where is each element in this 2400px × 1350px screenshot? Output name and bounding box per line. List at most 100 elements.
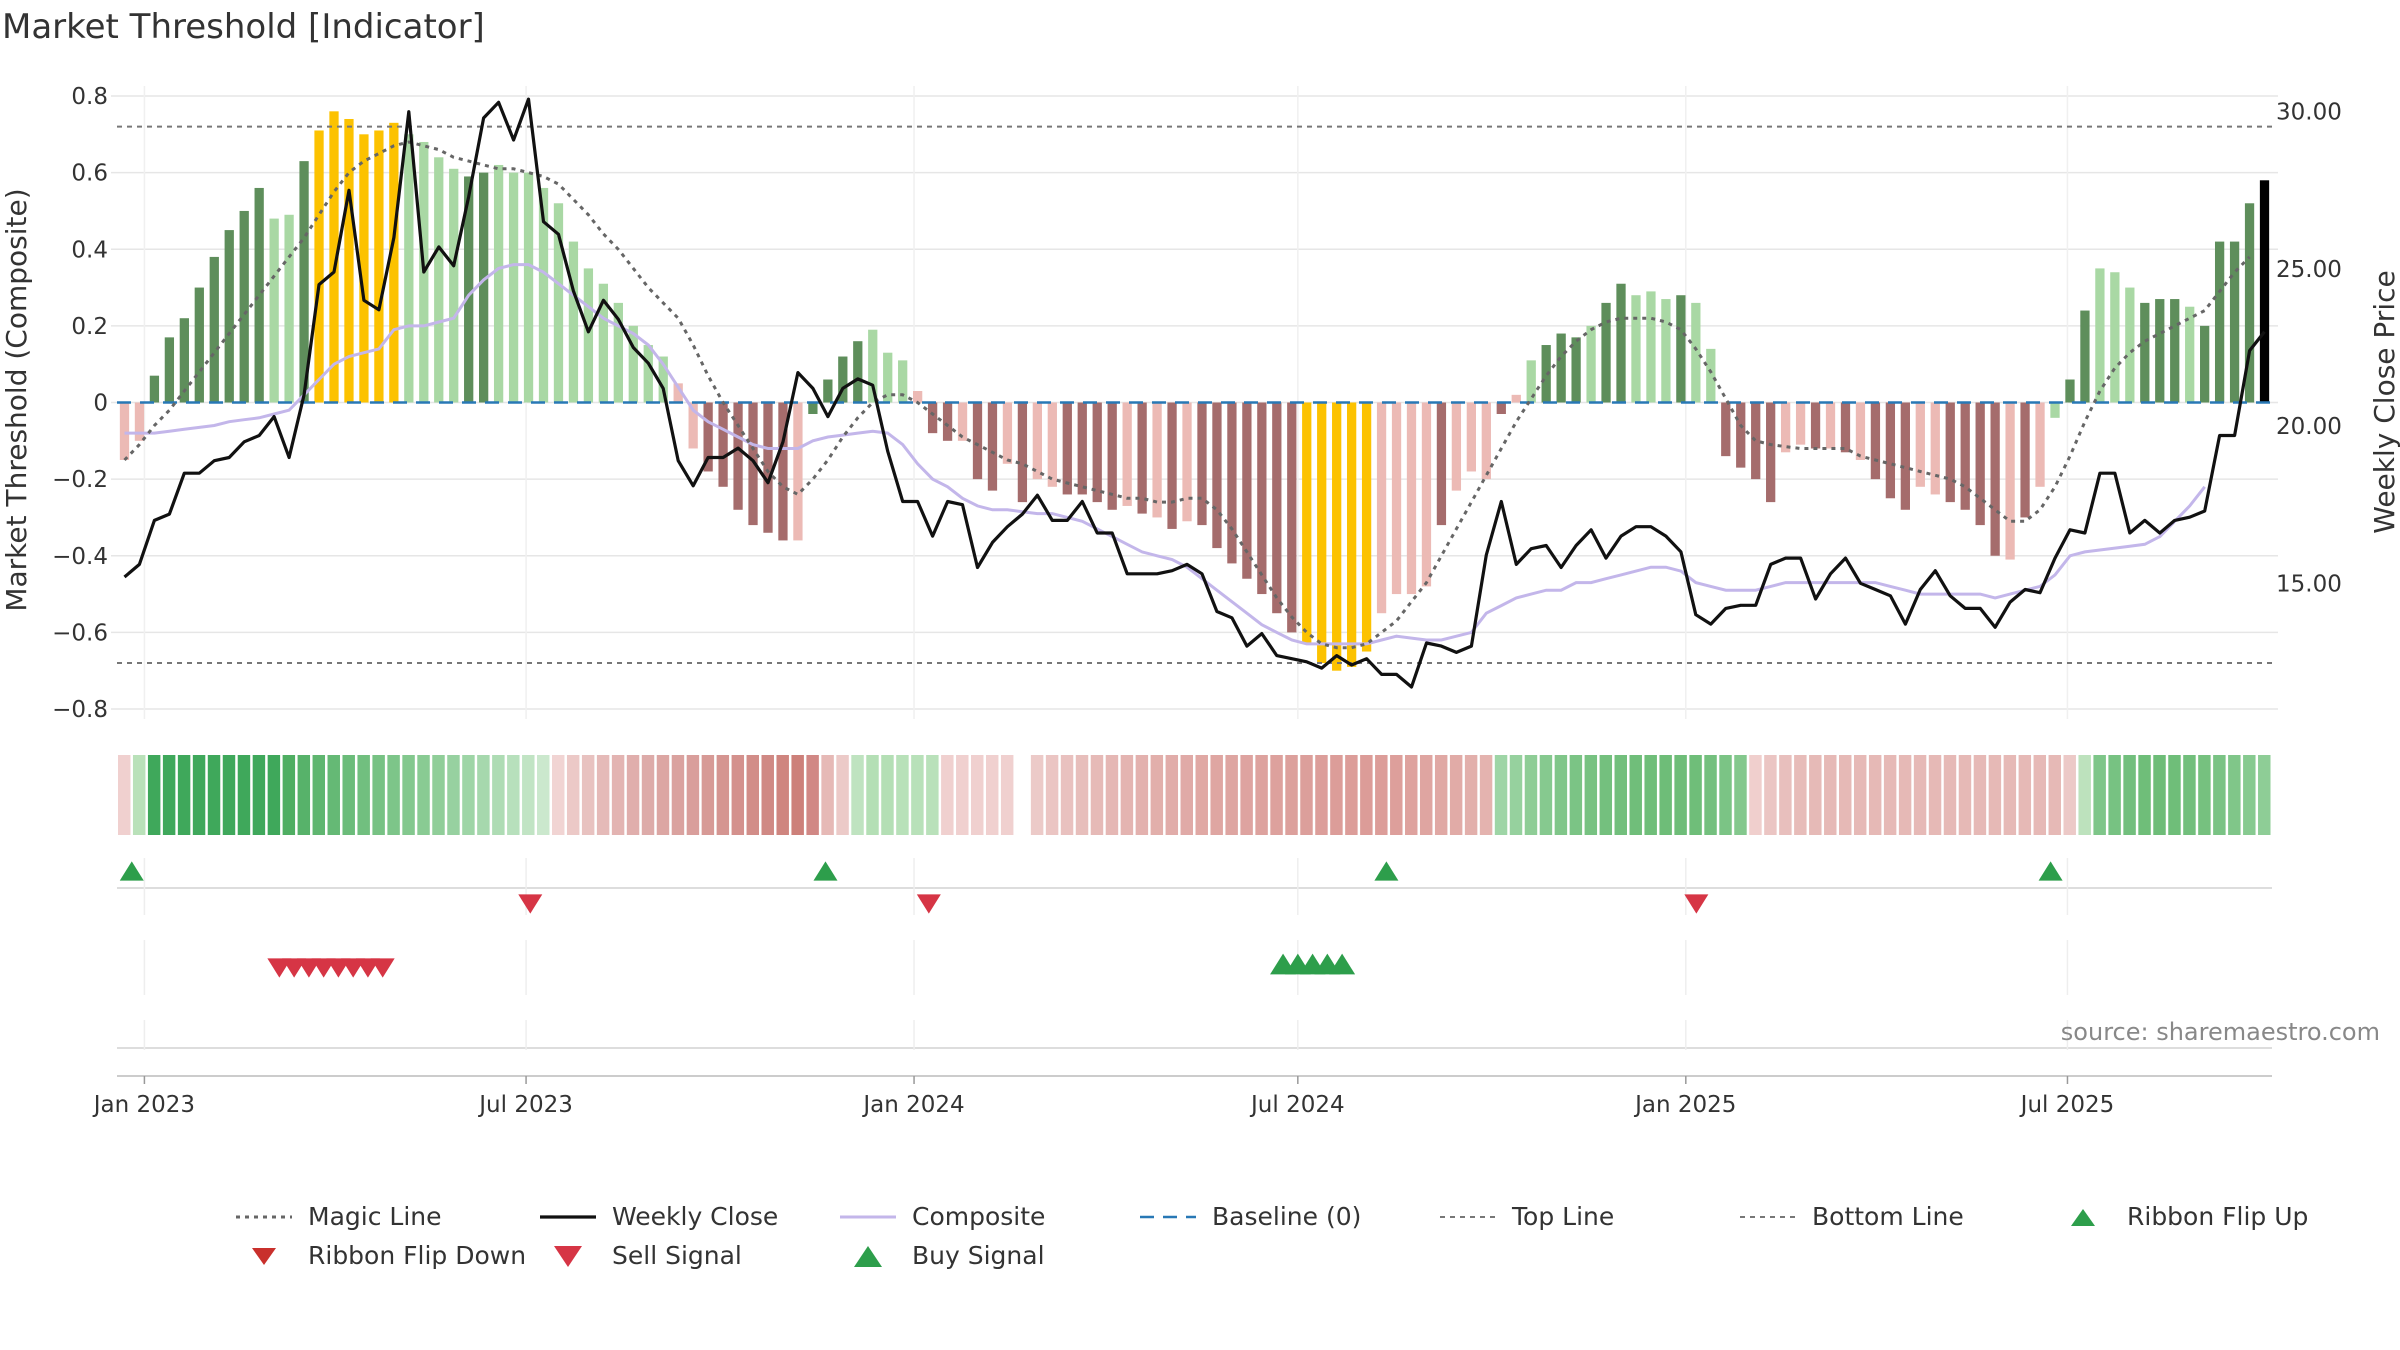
threshold-bar [1047,402,1057,487]
ribbon-segment [1898,755,1912,835]
threshold-bar [2229,241,2240,403]
ribbon-segment [327,755,340,835]
threshold-bar [733,402,743,510]
signal-panels [117,858,2272,1077]
threshold-bar [404,134,414,403]
ribbon-segment [1090,755,1104,835]
ribbon-segment [357,755,370,835]
ribbon-segment [1584,755,1598,835]
threshold-bar [1840,402,1851,453]
ribbon-segment [162,755,176,835]
ribbon-segment [701,755,715,835]
threshold-bar [1810,402,1821,449]
threshold-bar [2244,203,2255,403]
ribbon-segment [222,755,236,835]
ribbon-segment [1614,755,1627,835]
ribbon-flip-up-marker [813,861,838,881]
threshold-bar [179,318,189,403]
ribbon-segment [2003,755,2017,835]
sell-signal-marker [370,958,395,978]
ribbon-segment [1405,755,1418,835]
threshold-bar [479,172,489,403]
threshold-bar [299,161,309,403]
ribbon-segment [2063,755,2076,835]
ribbon-segment [1554,755,1568,835]
threshold-bar [1661,299,1671,403]
ribbon-segment [432,755,445,835]
threshold-bar [1975,402,1985,526]
threshold-bar [194,287,204,403]
threshold-bar [1466,402,1476,472]
ribbon-segment [2153,755,2166,835]
x-tick-label: Jan 2024 [861,1092,964,1118]
legend-label: Weekly Close [612,1202,778,1231]
ribbon-segment [971,755,984,835]
ribbon-segment [1824,755,1837,835]
ribbon-segment [596,755,610,835]
ribbon-segment [1315,755,1328,835]
threshold-bar [2214,241,2225,403]
ribbon-segment [1794,755,1807,835]
threshold-bar [1302,402,1312,644]
ribbon-segment [1883,755,1897,835]
ribbon-segment [507,755,520,835]
x-axis: Jan 2023 Jul 2023 Jan 2024 Jul 2024 Jan 2025… [92,1076,2115,1118]
ribbon-segment [1045,755,1059,835]
ribbon-flip-up-marker [2038,861,2063,881]
ribbon-segment [1300,755,1313,835]
ribbon-segment [1509,755,1523,835]
ribbon-segment [656,755,670,835]
ribbon-segment [372,755,385,835]
threshold-bar [1122,402,1132,506]
threshold-bar [823,379,833,403]
threshold-bar [763,402,773,533]
ribbon-segment [1225,755,1238,835]
threshold-bar [1436,402,1447,526]
threshold-bar [1062,402,1072,495]
ribbon-segment [1704,755,1717,835]
threshold-bar [1182,402,1192,522]
threshold-bar [1391,402,1402,595]
threshold-bar [389,122,399,403]
ribbon-segment [1524,755,1538,835]
ribbon-segment [477,755,490,835]
x-tick-label: Jul 2025 [2019,1092,2115,1118]
ribbon-segment [1240,755,1253,835]
buy-signal-marker [1329,953,1356,975]
threshold-bar [942,402,953,441]
threshold-bar [164,337,175,403]
threshold-bar [838,356,848,403]
threshold-bar [209,256,219,403]
threshold-bar [1736,402,1746,468]
threshold-bar [1766,402,1776,503]
threshold-bar [688,402,698,449]
threshold-bar [239,210,249,403]
right-tick-label: 15.00 [2276,571,2342,597]
threshold-bar [269,218,279,403]
legend-label: Sell Signal [612,1241,742,1270]
threshold-bar [1676,295,1686,403]
ribbon-segment [1973,755,1987,835]
ribbon-segment [492,755,505,835]
threshold-bar [748,402,758,526]
threshold-bar [1376,402,1387,614]
legend-label: Buy Signal [912,1241,1045,1270]
ribbon-segment [2168,755,2181,835]
threshold-bar [568,241,579,403]
ribbon-segment [1150,755,1164,835]
threshold-bar [1197,402,1207,526]
ribbon-segment [2228,755,2241,835]
ribbon-segment [1569,755,1583,835]
threshold-bar [493,164,504,403]
left-tick-label: 0.8 [71,84,108,110]
ribbon-segment [1285,755,1298,835]
ribbon-segment [1539,755,1553,835]
ribbon-segment [2048,755,2061,835]
ribbon-segment [1644,755,1657,835]
ribbon-segment [2093,755,2106,835]
left-tick-label: −0.4 [52,544,108,570]
ribbon-segment [387,755,400,835]
reference-lines [117,125,2272,665]
threshold-bar [913,391,923,403]
ribbon-segment [447,755,460,835]
